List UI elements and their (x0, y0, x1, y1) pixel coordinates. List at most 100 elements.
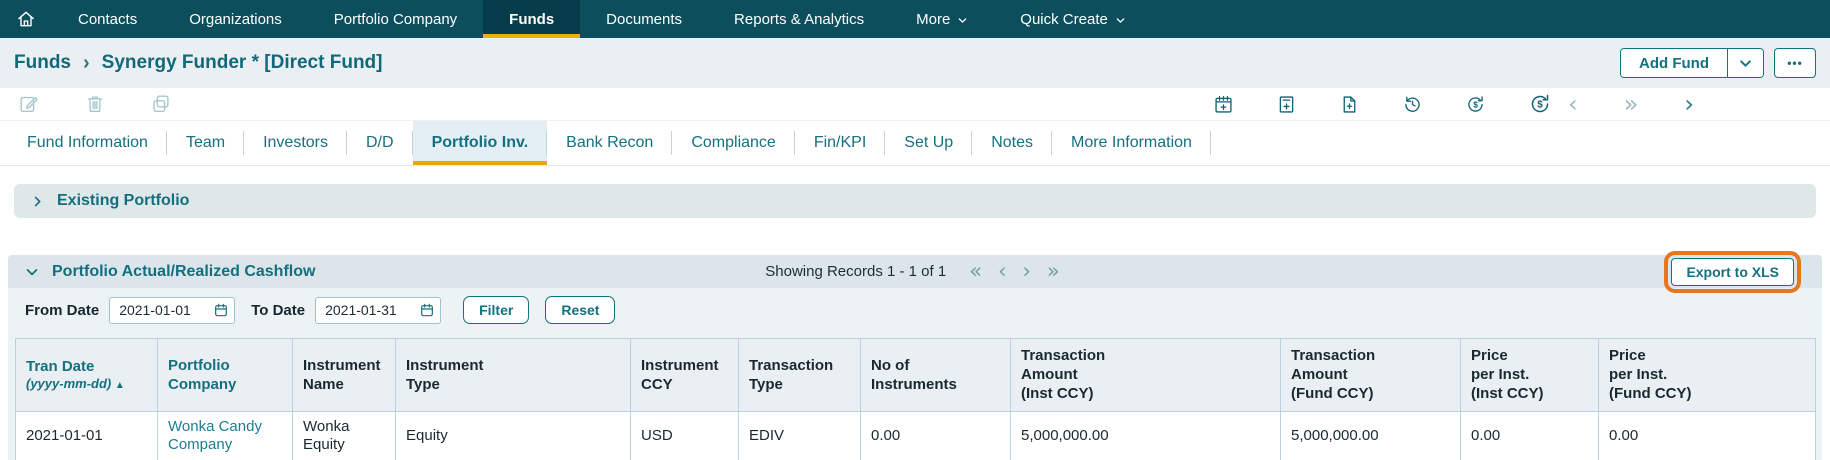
tab-bank-recon[interactable]: Bank Recon (547, 121, 673, 165)
column-header: Transaction Type (738, 338, 861, 412)
column-header-label: (Inst CCY) (1021, 385, 1094, 403)
nav-item-label: Contacts (78, 10, 138, 28)
cashflow-collapse-toggle[interactable]: Portfolio Actual/Realized Cashflow (18, 263, 322, 281)
toolbar-record-nav: ‹ » › (1568, 92, 1694, 116)
existing-portfolio-section-header[interactable]: Existing Portfolio (14, 184, 1816, 218)
sort-ascending-icon: ▲ (114, 379, 125, 391)
add-fund-dropdown-button[interactable] (1727, 49, 1763, 77)
tab-more-information[interactable]: More Information (1052, 121, 1211, 165)
chevron-down-icon (957, 15, 968, 26)
next-page-icon: › (1022, 259, 1031, 283)
tab-investors[interactable]: Investors (244, 121, 347, 165)
column-header-label: Price (1471, 347, 1508, 364)
edit-button[interactable] (18, 93, 40, 115)
column-header-label: Amount (1291, 366, 1348, 384)
table-cell: 0.00 (1460, 410, 1599, 460)
nav-item-quick-create[interactable]: Quick Create (994, 0, 1152, 38)
column-header-label: Transaction (1021, 347, 1106, 364)
cashflow-table: Tran Date (yyyy-mm-dd) ▲ Portfolio Company I… (15, 338, 1816, 460)
nav-item-more[interactable]: More (890, 0, 994, 38)
tab-notes[interactable]: Notes (972, 121, 1052, 165)
recurring-cash-button[interactable]: $ (1465, 94, 1486, 115)
journal-add-button[interactable] (1276, 94, 1297, 115)
column-header: Instrument Name (292, 338, 396, 412)
prev-page-button[interactable]: ‹ (993, 261, 1011, 282)
delete-icon (84, 93, 106, 115)
last-page-button[interactable]: » (1042, 261, 1065, 282)
nav-item-label: Documents (606, 10, 683, 28)
to-date-field (315, 296, 442, 324)
delete-button[interactable] (84, 93, 106, 115)
tab-fund-information[interactable]: Fund Information (8, 121, 167, 165)
nav-item-contacts[interactable]: Contacts (52, 0, 163, 38)
chevron-right-button[interactable]: › (1684, 92, 1694, 116)
calendar-add-button[interactable] (1213, 94, 1234, 115)
breadcrumb-separator-icon: › (83, 51, 90, 74)
breadcrumb-funds-link[interactable]: Funds (14, 52, 71, 73)
column-header-label: Portfolio (168, 356, 230, 374)
column-header-label: Transaction (1291, 347, 1376, 364)
nav-item-organizations[interactable]: Organizations (163, 0, 308, 38)
prev-page-icon: ‹ (998, 259, 1007, 283)
history-button[interactable] (1402, 94, 1423, 115)
toolbar-left-group (18, 93, 172, 115)
column-header-label: Company (168, 375, 237, 393)
file-add-button[interactable] (1339, 94, 1360, 115)
edit-icon (18, 93, 40, 115)
cashflow-title: Portfolio Actual/Realized Cashflow (52, 262, 316, 280)
tab-d-d[interactable]: D/D (347, 121, 413, 165)
portfolio-company-link[interactable]: Wonka Candy Company (168, 417, 262, 454)
record-toolbar: $ $ ‹ » › (0, 88, 1830, 120)
nav-item-reports-analytics[interactable]: Reports & Analytics (708, 0, 890, 38)
to-date-input[interactable] (315, 296, 442, 324)
column-header-label: Amount (1021, 366, 1078, 384)
tab-compliance[interactable]: Compliance (672, 121, 796, 165)
column-header-label: No of (871, 356, 910, 374)
export-to-xls-button[interactable]: Export to XLS (1664, 250, 1801, 293)
table-cell: USD (630, 410, 739, 460)
recurring-cash-lg-button[interactable]: $ (1528, 92, 1552, 116)
nav-item-documents[interactable]: Documents (580, 0, 708, 38)
column-header-label: Type (749, 375, 783, 393)
more-actions-button[interactable]: ••• (1774, 48, 1816, 78)
table-cell: Wonka Equity (292, 410, 396, 460)
column-header-label: CCY (641, 375, 673, 393)
home-button[interactable] (0, 0, 52, 38)
first-page-button[interactable]: « (964, 261, 987, 282)
chevron-right-icon (31, 195, 44, 208)
recurring-cash-icon: $ (1465, 94, 1486, 115)
journal-add-icon (1276, 94, 1297, 115)
copy-button[interactable] (150, 93, 172, 115)
column-header-label: (Fund CCY) (1609, 385, 1692, 403)
top-nav: Contacts Organizations Portfolio Company Fu… (0, 0, 1830, 38)
nav-item-label: More (916, 10, 951, 28)
next-page-button[interactable]: › (1017, 261, 1035, 282)
column-header-label: Instrument (641, 356, 719, 374)
from-date-input[interactable] (109, 296, 236, 324)
column-header[interactable]: Portfolio Company (157, 338, 293, 412)
tab-fin-kpi[interactable]: Fin/KPI (795, 121, 886, 165)
column-header: Instrument Type (395, 338, 631, 412)
nav-item-funds[interactable]: Funds (483, 0, 581, 38)
column-header[interactable]: Tran Date (yyyy-mm-dd) ▲ (15, 338, 158, 412)
chevron-left-button[interactable]: ‹ (1568, 92, 1578, 116)
column-header-label: Price (1609, 347, 1646, 364)
calendar-icon[interactable] (213, 302, 229, 318)
double-chevron-right-button[interactable]: » (1624, 92, 1639, 116)
table-cell: 5,000,000.00 (1010, 410, 1281, 460)
tab-set-up[interactable]: Set Up (885, 121, 973, 165)
breadcrumb-actions: Add Fund ••• (1620, 48, 1816, 78)
last-page-icon: » (1046, 259, 1060, 283)
svg-text:$: $ (1537, 100, 1543, 111)
page-title: Synergy Funder * [Direct Fund] (101, 52, 383, 73)
calendar-icon[interactable] (419, 302, 435, 318)
filter-button[interactable]: Filter (463, 296, 530, 324)
add-fund-button[interactable]: Add Fund (1621, 49, 1727, 77)
column-header-label: Instrument (303, 356, 381, 374)
nav-item-portfolio-company[interactable]: Portfolio Company (308, 0, 483, 38)
tab-portfolio-inv-[interactable]: Portfolio Inv. (412, 121, 548, 165)
svg-text:$: $ (1473, 99, 1478, 109)
tab-team[interactable]: Team (167, 121, 245, 165)
reset-button[interactable]: Reset (545, 296, 616, 324)
column-header-label: (Fund CCY) (1291, 385, 1374, 403)
